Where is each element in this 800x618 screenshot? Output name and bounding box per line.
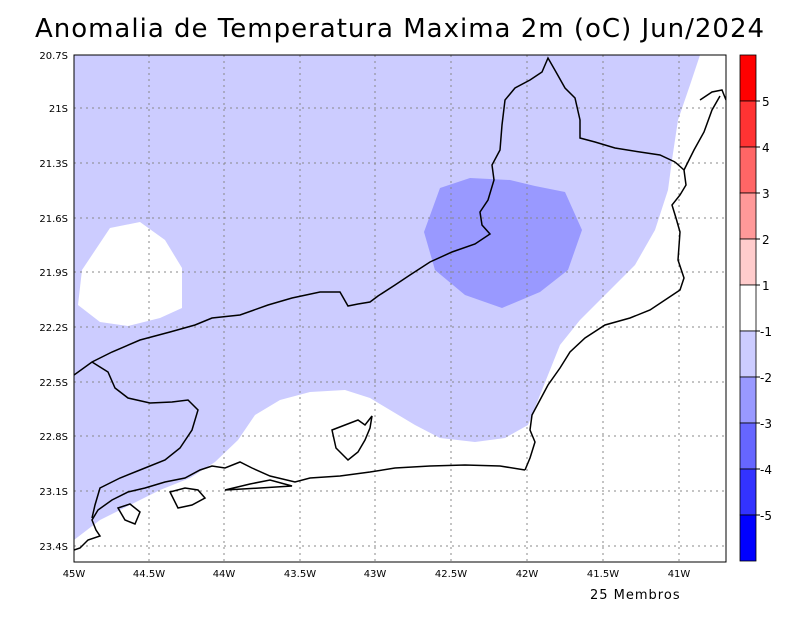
colorbar-label: -5	[760, 509, 772, 523]
colorbar-label: 1	[762, 279, 770, 293]
lat-tick-label: 20.7S	[39, 51, 68, 62]
colorbar	[739, 54, 760, 562]
lat-tick-label: 21.9S	[39, 268, 68, 279]
colorbar-segment	[739, 192, 757, 240]
state-borders	[74, 56, 676, 519]
colorbar-segment	[739, 146, 757, 194]
colorbar-segment	[739, 54, 757, 102]
colorbar-label: -1	[760, 325, 772, 339]
lat-tick-label: 21.3S	[39, 159, 68, 170]
lon-tick-label: 44.5W	[133, 569, 165, 580]
colorbar-label: 2	[762, 233, 770, 247]
lat-tick-label: 21S	[49, 104, 68, 115]
colorbar-segment	[739, 514, 757, 562]
map-plot-area	[74, 55, 726, 562]
colorbar-segment	[739, 330, 757, 378]
lat-tick-label: 22.8S	[39, 432, 68, 443]
lon-tick-label: 45W	[63, 569, 86, 580]
anomaly-region-minus2	[424, 178, 582, 308]
lat-tick-label: 22.2S	[39, 323, 68, 334]
lat-tick-labels: 20.7S 21S 21.3S 21.6S 21.9S 22.2S 22.5S …	[39, 51, 68, 553]
lat-tick-label: 22.5S	[39, 378, 68, 389]
colorbar-segment	[739, 422, 757, 470]
lat-tick-label: 23.4S	[39, 542, 68, 553]
coastline	[74, 89, 726, 551]
map-frame	[73, 54, 727, 563]
lon-tick-label: 41.5W	[587, 569, 619, 580]
lon-tick-label: 41W	[668, 569, 691, 580]
colorbar-label: -2	[760, 371, 772, 385]
colorbar-label: -3	[760, 417, 772, 431]
lon-tick-label: 44W	[213, 569, 236, 580]
colorbar-segment	[739, 238, 757, 286]
anomaly-region-minus1	[74, 55, 700, 540]
lon-tick-label: 42W	[516, 569, 539, 580]
lon-tick-label: 43.5W	[284, 569, 316, 580]
colorbar-segment	[739, 376, 757, 424]
members-note: 25 Membros	[590, 588, 681, 603]
colorbar-label: 5	[762, 95, 770, 109]
lon-tick-label: 43W	[364, 569, 387, 580]
lon-tick-label: 42.5W	[435, 569, 467, 580]
lat-tick-label: 23.1S	[39, 487, 68, 498]
colorbar-label: 3	[762, 187, 770, 201]
lon-tick-labels: 45W 44.5W 44W 43.5W 43W 42.5W 42W 41.5W …	[63, 569, 691, 580]
colorbar-labels: 5 4 3 2 1 -1 -2 -3 -4 -5	[760, 95, 772, 523]
colorbar-segment	[739, 100, 757, 148]
lat-tick-label: 21.6S	[39, 214, 68, 225]
colorbar-segment	[739, 468, 757, 516]
colorbar-segment	[739, 284, 757, 332]
colorbar-label: -4	[760, 463, 772, 477]
grid-lines	[74, 55, 726, 562]
colorbar-label: 4	[762, 141, 770, 155]
map-title: Anomalia de Temperatura Maxima 2m (oC) J…	[34, 14, 766, 44]
